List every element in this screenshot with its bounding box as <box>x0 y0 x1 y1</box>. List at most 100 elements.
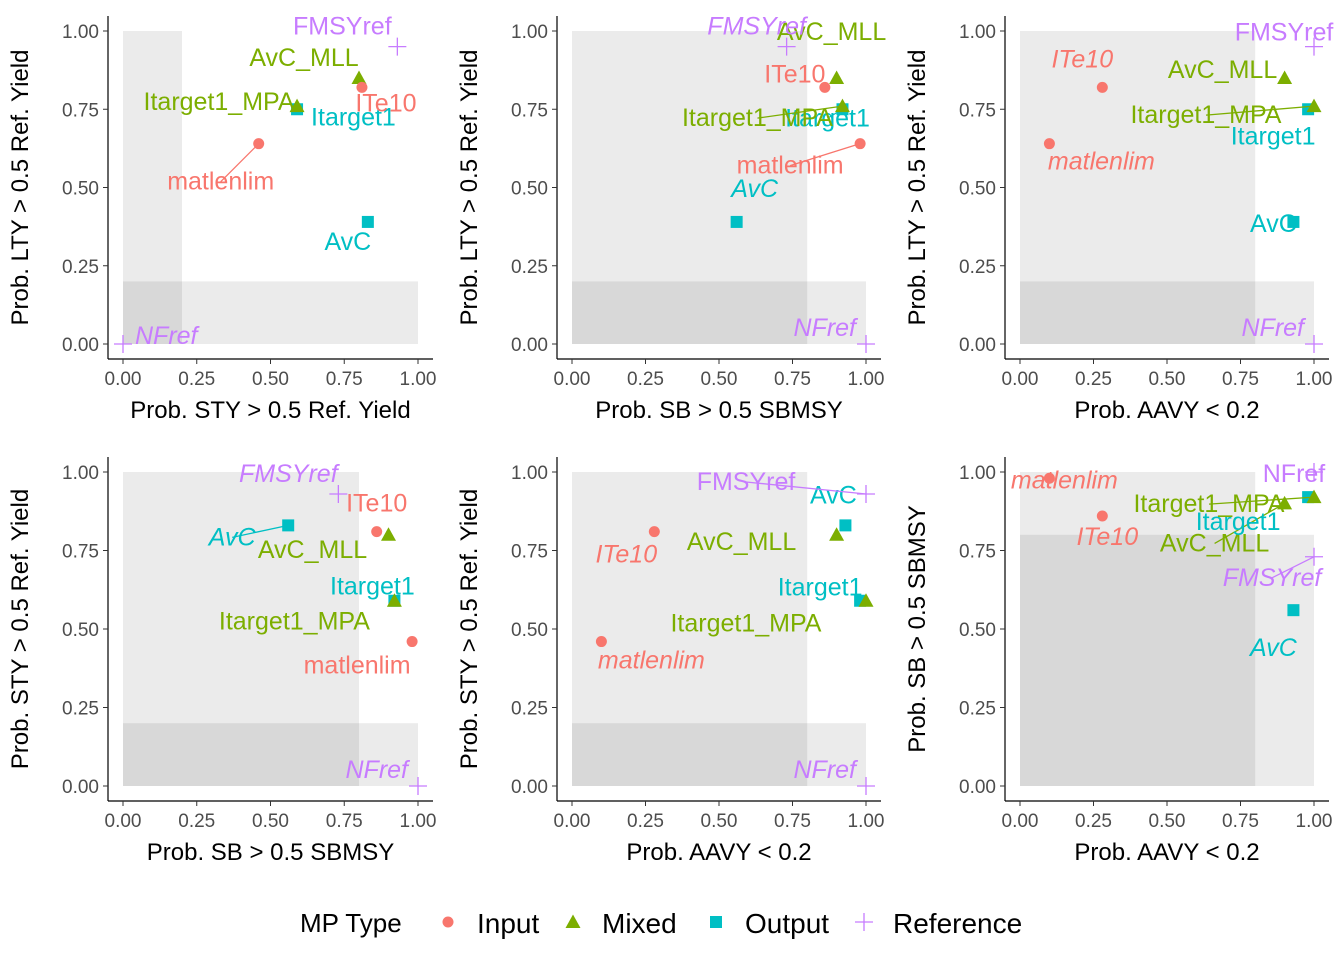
y-tick-label: 1.00 <box>959 463 996 484</box>
point-label-nfref: NFref <box>794 314 860 342</box>
y-tick-label: 0.00 <box>62 777 99 798</box>
x-axis-title: Prob. AAVY < 0.2 <box>1074 839 1259 866</box>
label-leader-line <box>1271 556 1315 579</box>
y-axis-title: Prob. STY > 0.5 Ref. Yield <box>7 489 34 769</box>
point-label-itarget1: Itarget1 <box>1231 122 1316 150</box>
x-tick-label: 0.00 <box>554 811 591 832</box>
point-itarget1-mpa <box>858 593 874 607</box>
x-tick-label: 1.00 <box>848 369 885 390</box>
y-tick-label: 0.50 <box>511 179 548 200</box>
y-tick-label: 0.00 <box>511 335 548 356</box>
y-tick-label: 0.75 <box>62 100 99 121</box>
label-leader-line <box>745 481 867 495</box>
point-fmsyref <box>1305 37 1323 56</box>
x-limit-region <box>1020 31 1256 344</box>
y-limit-region <box>572 723 866 786</box>
point-ite10 <box>648 526 660 538</box>
point-label-ite10: ITe10 <box>595 541 657 569</box>
point-label-itarget1-mpa: Itarget1_MPA <box>144 88 295 116</box>
point-label-itarget1-mpa: Itarget1_MPA <box>670 610 821 638</box>
y-tick-label: 0.25 <box>959 699 996 720</box>
x-tick-label: 0.75 <box>326 811 363 832</box>
y-tick-label: 0.00 <box>62 335 99 356</box>
point-label-ite10: ITe10 <box>355 89 416 117</box>
legend-key-output <box>710 916 722 928</box>
x-tick-label: 1.00 <box>400 811 437 832</box>
x-axis-title: Prob. SB > 0.5 SBMSY <box>147 839 394 866</box>
x-tick-label: 0.00 <box>105 369 142 390</box>
point-ite10 <box>356 81 368 93</box>
x-tick-label: 0.50 <box>252 369 289 390</box>
panel-6: 0.00 0.25 0.50 0.75 1.00 0.00 0.25 0.50 0.75 1.00… <box>904 457 1332 866</box>
legend-item-reference: Reference <box>855 908 1022 939</box>
point-itarget1-mpa <box>834 98 850 113</box>
point-label-nfref: NFref <box>135 322 201 350</box>
point-fmsyref <box>857 484 875 503</box>
y-limit-region <box>1020 281 1314 344</box>
point-nfref <box>409 777 427 795</box>
point-label-fmsyref: FMSYref <box>293 13 392 41</box>
point-label-itarget1-mpa: Itarget1_MPA <box>682 104 833 132</box>
x-tick-label: 1.00 <box>1296 369 1333 390</box>
x-tick-label: 0.50 <box>701 811 738 832</box>
point-label-matlenlim: matlenlim <box>304 652 411 680</box>
y-tick-label: 0.50 <box>62 179 99 200</box>
panel-4: 0.00 0.25 0.50 0.75 1.00 0.00 0.25 0.50 0.75 1.00… <box>7 457 436 866</box>
point-avc-mll <box>381 527 396 541</box>
x-tick-label: 0.00 <box>1002 811 1039 832</box>
point-label-avc: AvC <box>207 523 257 551</box>
y-limit-region <box>572 281 866 344</box>
panel-1: 0.00 0.25 0.50 0.75 1.00 0.00 0.25 0.50 0.75 1.00… <box>7 13 436 424</box>
point-label-avc: AvC <box>1248 634 1298 662</box>
x-tick-label: 0.25 <box>627 369 664 390</box>
point-avc-mll <box>829 527 845 541</box>
point-label-ite10: ITe10 <box>1051 45 1113 73</box>
panel-2: 0.00 0.25 0.50 0.75 1.00 0.00 0.25 0.50 0.75 1.00… <box>456 13 886 424</box>
legend-label: Mixed <box>602 908 677 939</box>
x-tick-label: 0.00 <box>1002 369 1039 390</box>
point-label-avc: AvC <box>810 481 857 509</box>
point-ite10 <box>1096 81 1108 93</box>
x-tick-label: 0.75 <box>326 369 363 390</box>
point-label-nfref: NFref <box>346 756 412 784</box>
point-label-ite10: ITe10 <box>1076 523 1138 551</box>
point-avc <box>282 519 295 532</box>
x-tick-label: 0.25 <box>1075 369 1112 390</box>
point-itarget1-mpa <box>1306 489 1322 504</box>
y-limit-region <box>1020 534 1314 786</box>
y-axis-title: Prob. LTY > 0.5 Ref. Yield <box>7 50 34 326</box>
point-ite10 <box>819 81 831 93</box>
x-tick-label: 0.50 <box>701 369 738 390</box>
point-label-nfref: NFref <box>1263 460 1326 488</box>
legend-key-input <box>442 916 454 928</box>
point-label-itarget1-mpa: Itarget1_MPA <box>219 608 370 636</box>
y-tick-label: 1.00 <box>511 463 548 484</box>
x-tick-label: 0.75 <box>774 811 811 832</box>
y-tick-label: 0.25 <box>959 257 996 278</box>
point-label-fmsyref: FMSYref <box>1223 564 1325 592</box>
point-label-ite10: ITe10 <box>346 490 407 518</box>
label-leader-line <box>1205 105 1315 116</box>
x-axis-title: Prob. SB > 0.5 SBMSY <box>595 397 842 424</box>
x-tick-label: 0.75 <box>774 369 811 390</box>
point-label-itarget1: Itarget1 <box>311 103 396 131</box>
legend-item-output: Output <box>710 908 829 939</box>
panel-3: 0.00 0.25 0.50 0.75 1.00 0.00 0.25 0.50 0.75 1.00… <box>904 16 1333 424</box>
point-label-nfref: NFref <box>1242 314 1308 342</box>
point-avc <box>1287 604 1300 617</box>
x-limit-region <box>123 31 182 344</box>
point-label-avc: AvC <box>729 175 779 203</box>
point-label-avc-mll: AvC_MLL <box>777 18 886 46</box>
x-tick-label: 0.75 <box>1222 811 1259 832</box>
y-tick-label: 0.75 <box>62 542 99 563</box>
y-tick-label: 1.00 <box>959 22 996 43</box>
x-limit-region <box>1020 472 1256 786</box>
y-axis-title: Prob. LTY > 0.5 Ref. Yield <box>456 50 483 326</box>
y-axis-title: Prob. STY > 0.5 Ref. Yield <box>456 489 483 769</box>
point-matlenlim <box>1043 472 1055 484</box>
legend-label: Output <box>745 908 829 939</box>
x-tick-label: 0.25 <box>627 811 664 832</box>
point-nfref <box>1305 335 1323 353</box>
point-label-avc-mll: AvC_MLL <box>1160 529 1269 557</box>
point-label-matlenlim: matlenlim <box>1011 466 1118 494</box>
